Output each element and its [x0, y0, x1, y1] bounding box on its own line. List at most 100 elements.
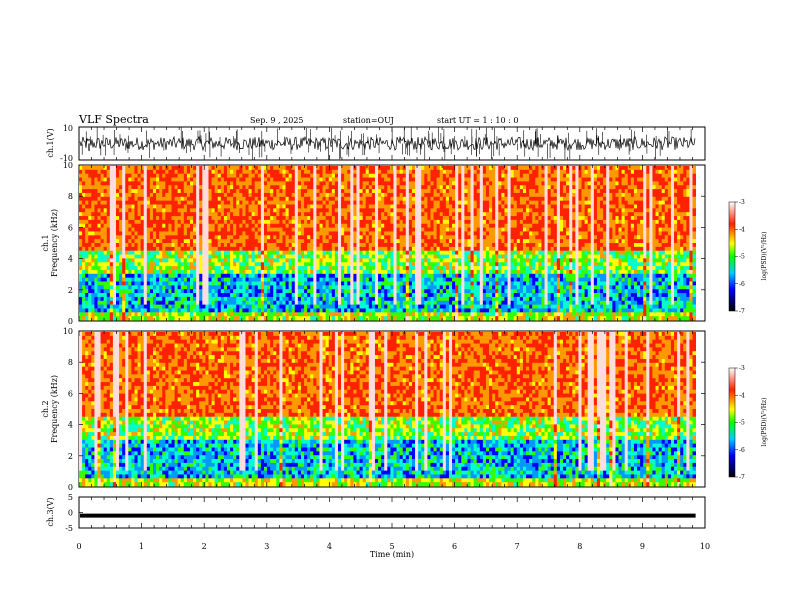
spectrogram-cell: [273, 204, 277, 209]
spectrogram-cell: [211, 273, 216, 279]
spectrogram-cell: [304, 189, 308, 194]
spectrogram-cell: [202, 192, 206, 198]
spectrogram-cell: [143, 181, 148, 186]
spectrogram-cell: [436, 273, 441, 279]
spectrogram-cell: [291, 300, 296, 305]
spectrogram-cell: [331, 312, 336, 317]
spectrogram-cell: [402, 235, 407, 240]
spectrogram-cell: [331, 216, 336, 221]
spectrogram-cell: [128, 243, 132, 248]
spectrogram-cell: [152, 285, 157, 290]
spectrogram-cell: [236, 243, 240, 248]
spectrogram-cell: [282, 231, 286, 236]
spectrogram-cell: [402, 204, 407, 209]
spectrogram-cell: [223, 173, 228, 178]
spectrogram-cell: [442, 219, 447, 225]
spectrogram-cell: [350, 200, 354, 205]
spectrogram-cell: [193, 296, 197, 302]
spectrogram-cell: [180, 258, 185, 263]
spectrogram-cell: [433, 231, 438, 236]
spectrogram-cell: [328, 223, 333, 228]
spectrogram-cell: [119, 231, 123, 236]
spectrogram-cell: [384, 239, 388, 244]
spectrogram-cell: [424, 300, 428, 305]
spectrogram-cell: [254, 289, 259, 294]
spectrogram-cell: [267, 204, 271, 209]
spectrogram-cell: [177, 200, 182, 205]
spectrogram-cell: [140, 173, 145, 178]
spectrogram-cell: [399, 269, 404, 275]
spectrogram-cell: [288, 212, 293, 217]
spectrogram-cell: [134, 216, 138, 221]
spectrogram-cell: [174, 293, 179, 298]
spectrogram-cell: [205, 166, 209, 171]
spectrogram-cell: [334, 177, 339, 182]
spectrogram-cell: [189, 219, 194, 225]
spectrogram-cell: [122, 166, 126, 171]
spectrogram-cell: [146, 246, 151, 252]
spectrogram-cell: [128, 296, 132, 302]
spectrogram-cell: [371, 281, 376, 286]
spectrogram-cell: [149, 269, 154, 275]
spectrogram-cell: [371, 166, 376, 171]
spectrogram-cell: [331, 181, 336, 186]
spectrogram-cell: [257, 304, 262, 309]
spectrogram-cell: [424, 219, 428, 225]
spectrogram-cell: [300, 246, 305, 252]
spectrogram-cell: [359, 277, 364, 282]
spectrogram-cell: [350, 289, 354, 294]
spectrogram-cell: [347, 250, 351, 255]
spectrogram-cell: [445, 235, 450, 240]
spectrogram-cell: [442, 173, 447, 178]
spectrogram-cell: [242, 300, 246, 305]
spectrogram-cell: [82, 185, 86, 190]
spectrogram-cell: [137, 227, 142, 232]
spectrogram-cell: [288, 281, 293, 286]
spectrogram-cell: [168, 219, 172, 225]
spectrogram-cell: [267, 312, 271, 317]
spectrogram-cell: [396, 254, 401, 259]
spectrogram-cell: [223, 208, 228, 213]
spectrogram-cell: [378, 296, 382, 302]
spectrogram-cell: [267, 169, 271, 175]
spectrogram-cell: [180, 173, 185, 178]
spectrogram-cell: [125, 308, 129, 313]
spectrogram-cell: [214, 231, 219, 236]
spectrogram-cell: [445, 239, 450, 244]
spectrogram-cell: [109, 204, 114, 209]
spectrogram-cell: [149, 300, 154, 305]
spectrogram-cell: [91, 246, 95, 252]
spectrogram-cell: [334, 231, 339, 236]
spectrogram-cell: [267, 285, 271, 290]
spectrogram-cell: [328, 231, 333, 236]
spectrogram-cell: [267, 269, 271, 275]
spectrogram-cell: [125, 235, 129, 240]
spectrogram-cell: [146, 243, 151, 248]
spectrogram-cell: [411, 269, 416, 275]
spectrogram-cell: [282, 239, 286, 244]
spectrogram-cell: [245, 235, 249, 240]
spectrogram-cell: [226, 173, 231, 178]
spectrogram-cell: [131, 219, 135, 225]
spectrogram-cell: [242, 235, 246, 240]
spectrogram-cell: [174, 262, 179, 267]
spectrogram-cell: [325, 277, 330, 282]
spectrogram-cell: [217, 204, 222, 209]
spectrogram-cell: [393, 312, 397, 317]
spectrogram-cell: [165, 285, 169, 290]
spectrogram-cell: [220, 173, 225, 178]
spectrogram-cell: [149, 177, 154, 182]
spectrogram-cell: [122, 212, 126, 217]
spectrogram-cell: [156, 192, 160, 198]
spectrogram-cell: [174, 269, 179, 275]
spectrogram-cell: [442, 166, 447, 171]
spectrogram-cell: [427, 304, 431, 309]
spectrogram-cell: [131, 177, 135, 182]
spectrogram-cell: [307, 239, 311, 244]
spectrogram-cell: [433, 169, 438, 175]
spectrogram-cell: [112, 166, 117, 171]
spectrogram-cell: [103, 285, 108, 290]
spectrogram-cell: [112, 289, 117, 294]
spectrogram-cell: [248, 231, 253, 236]
spectrogram-cell: [205, 277, 209, 282]
